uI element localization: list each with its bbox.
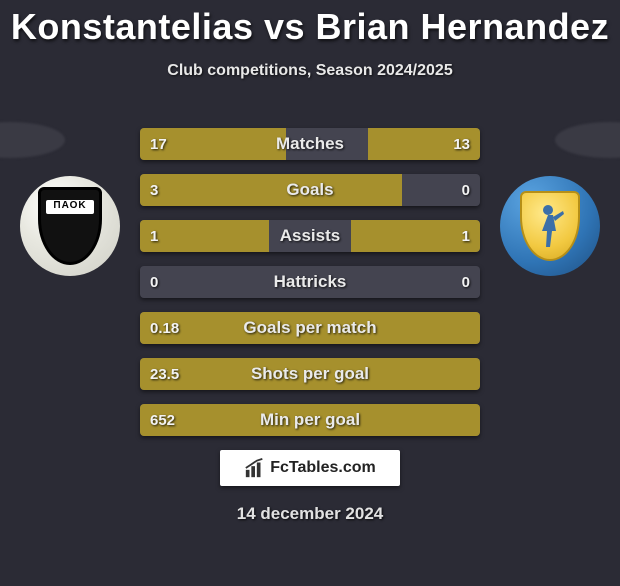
stat-label: Matches — [140, 128, 480, 160]
stat-value-right: 13 — [453, 128, 470, 160]
stat-row: 3Goals0 — [140, 174, 480, 206]
club-crest-left: ΠΑΟΚ — [20, 176, 120, 276]
stat-label: Goals — [140, 174, 480, 206]
stat-label: Assists — [140, 220, 480, 252]
stat-row: 1Assists1 — [140, 220, 480, 252]
stat-label: Hattricks — [140, 266, 480, 298]
stat-label: Shots per goal — [140, 358, 480, 390]
footer-brand-text: FcTables.com — [270, 459, 376, 477]
page-title: Konstantelias vs Brian Hernandez — [0, 6, 620, 48]
stat-value-right: 0 — [462, 266, 470, 298]
stat-row: 23.5Shots per goal — [140, 358, 480, 390]
stat-label: Min per goal — [140, 404, 480, 436]
stat-row: 652Min per goal — [140, 404, 480, 436]
page-subtitle: Club competitions, Season 2024/2025 — [0, 62, 620, 80]
stat-label: Goals per match — [140, 312, 480, 344]
footer-brand: FcTables.com — [220, 450, 400, 486]
crest-right-shield — [520, 191, 580, 261]
stat-value-right: 0 — [462, 174, 470, 206]
crest-shadow-left — [0, 122, 65, 158]
stat-row: 0Hattricks0 — [140, 266, 480, 298]
crest-left-label: ΠΑΟΚ — [41, 200, 99, 211]
footer-date: 14 december 2024 — [0, 504, 620, 524]
crest-left-shield: ΠΑΟΚ — [38, 187, 102, 265]
club-crest-right — [500, 176, 600, 276]
crest-right-figure-icon — [536, 203, 566, 249]
stat-row: 17Matches13 — [140, 128, 480, 160]
stats-container: 17Matches133Goals01Assists10Hattricks00.… — [140, 128, 480, 450]
stat-row: 0.18Goals per match — [140, 312, 480, 344]
crest-shadow-right — [555, 122, 620, 158]
chart-icon — [244, 457, 266, 479]
stat-value-right: 1 — [462, 220, 470, 252]
